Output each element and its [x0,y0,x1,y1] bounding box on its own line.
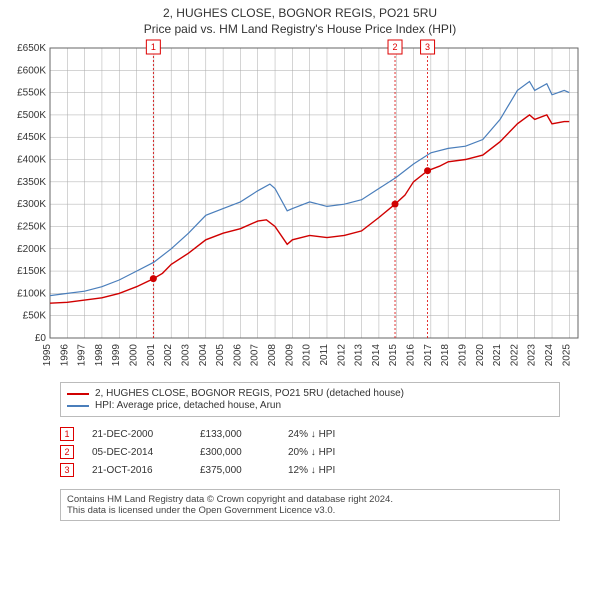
x-tick-label: 2025 [561,344,572,367]
x-tick-label: 2010 [302,344,313,367]
x-tick-label: 2008 [267,344,278,367]
y-tick-label: £50K [23,311,47,322]
x-tick-label: 2001 [146,344,157,367]
legend-label: HPI: Average price, detached house, Arun [95,400,281,411]
x-tick-label: 1999 [111,344,122,367]
x-tick-label: 2002 [163,344,174,367]
events-table: 1 21-DEC-2000 £133,000 24% ↓ HPI 2 05-DEC-201… [60,423,560,481]
legend-item: HPI: Average price, detached house, Arun [67,400,553,411]
x-tick-label: 2013 [354,344,365,367]
event-id-box: 2 [60,445,74,459]
event-point [150,275,157,282]
event-row: 2 05-DEC-2014 £300,000 20% ↓ HPI [60,445,560,459]
event-diff: 12% ↓ HPI [288,465,335,476]
x-tick-label: 1995 [42,344,53,367]
event-price: £375,000 [200,465,270,476]
legend-box: 2, HUGHES CLOSE, BOGNOR REGIS, PO21 5RU … [60,382,560,417]
x-tick-label: 2020 [475,344,486,367]
x-tick-label: 1996 [59,344,70,367]
x-tick-label: 2016 [406,344,417,367]
y-tick-label: £350K [17,177,46,188]
x-tick-label: 1997 [77,344,88,367]
event-marker-label: 2 [393,42,398,52]
figure-container: 2, HUGHES CLOSE, BOGNOR REGIS, PO21 5RU … [0,0,600,590]
event-price: £133,000 [200,429,270,440]
y-tick-label: £200K [17,244,46,255]
legend-item: 2, HUGHES CLOSE, BOGNOR REGIS, PO21 5RU … [67,388,553,399]
x-tick-label: 2024 [544,344,555,367]
y-tick-label: £650K [17,43,46,54]
x-tick-label: 2011 [319,344,330,366]
event-diff: 20% ↓ HPI [288,447,335,458]
y-tick-label: £300K [17,199,46,210]
footer-line-2: This data is licensed under the Open Gov… [67,505,553,516]
y-tick-label: £500K [17,110,46,121]
y-tick-label: £100K [17,288,46,299]
footer-line-1: Contains HM Land Registry data © Crown c… [67,494,553,505]
y-tick-label: £450K [17,132,46,143]
event-id-box: 3 [60,463,74,477]
title-block: 2, HUGHES CLOSE, BOGNOR REGIS, PO21 5RU … [0,0,600,38]
legend-swatch [67,393,89,395]
x-tick-label: 2023 [527,344,538,367]
event-point [424,167,431,174]
event-date: 21-OCT-2016 [92,465,182,476]
x-tick-label: 2009 [284,344,295,367]
event-diff: 24% ↓ HPI [288,429,335,440]
y-tick-label: £400K [17,155,46,166]
x-tick-label: 2003 [180,344,191,367]
legend-swatch [67,405,89,407]
x-tick-label: 2004 [198,344,209,367]
event-point [392,201,399,208]
x-tick-label: 2000 [129,344,140,367]
event-row: 3 21-OCT-2016 £375,000 12% ↓ HPI [60,463,560,477]
x-tick-label: 2019 [457,344,468,367]
y-tick-label: £550K [17,88,46,99]
event-row: 1 21-DEC-2000 £133,000 24% ↓ HPI [60,427,560,441]
event-marker-label: 3 [425,42,430,52]
event-id-box: 1 [60,427,74,441]
title-line-1: 2, HUGHES CLOSE, BOGNOR REGIS, PO21 5RU [0,6,600,20]
x-tick-label: 2022 [509,344,520,367]
event-price: £300,000 [200,447,270,458]
y-tick-label: £150K [17,266,46,277]
chart-svg: £0 £50K £100K £150K £200K £250K £300K £350K £400… [0,38,600,378]
event-date: 21-DEC-2000 [92,429,182,440]
x-tick-label: 2012 [336,344,347,367]
x-tick-label: 2005 [215,344,226,367]
x-tick-label: 2021 [492,344,503,367]
x-tick-label: 2018 [440,344,451,367]
x-tick-label: 1998 [94,344,105,367]
event-marker-label: 1 [151,42,156,52]
y-tick-label: £600K [17,65,46,76]
footer-box: Contains HM Land Registry data © Crown c… [60,489,560,521]
y-tick-label: £0 [35,333,47,344]
x-tick-label: 2006 [232,344,243,367]
x-tick-label: 2017 [423,344,434,367]
x-tick-label: 2015 [388,344,399,367]
x-tick-label: 2014 [371,344,382,367]
x-tick-label: 2007 [250,344,261,367]
event-date: 05-DEC-2014 [92,447,182,458]
y-tick-label: £250K [17,221,46,232]
legend-label: 2, HUGHES CLOSE, BOGNOR REGIS, PO21 5RU … [95,388,404,399]
title-line-2: Price paid vs. HM Land Registry's House … [0,22,600,36]
chart-area: £0 £50K £100K £150K £200K £250K £300K £350K £400… [0,38,600,378]
